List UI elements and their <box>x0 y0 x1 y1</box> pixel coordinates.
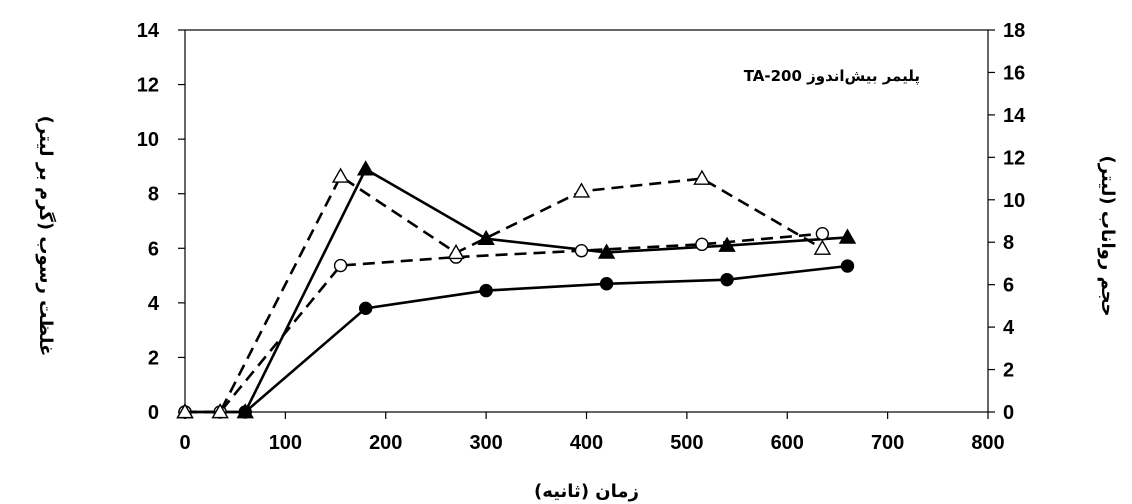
y-right-tick-label: 8 <box>1003 232 1014 254</box>
series-3 <box>178 227 830 419</box>
data-point <box>720 272 734 287</box>
series-layer <box>176 160 857 419</box>
y-left-tick-label: 10 <box>137 129 159 151</box>
x-tick-label: 600 <box>771 432 804 454</box>
y-right-tick-label: 14 <box>1003 105 1026 127</box>
x-tick-label: 400 <box>570 432 603 454</box>
data-point <box>840 259 855 273</box>
y-right-tick-label: 6 <box>1003 275 1014 297</box>
x-tick-label: 200 <box>369 432 402 454</box>
chart-annotation: پلیمر بیش‌اندوز TA-200 <box>744 67 920 86</box>
y-left-tick-label: 2 <box>148 347 159 369</box>
data-point <box>331 167 350 183</box>
x-axis-title: زمان (ثانیه) <box>534 481 639 502</box>
data-point <box>572 182 591 198</box>
data-point <box>211 403 229 419</box>
y-right-tick-label: 4 <box>1003 317 1015 339</box>
y-right-tick-label: 12 <box>1003 147 1025 169</box>
series-line <box>185 174 824 414</box>
x-tick-label: 800 <box>971 432 1004 454</box>
data-point <box>236 403 254 419</box>
data-point <box>838 228 857 244</box>
axes <box>184 29 989 413</box>
y-left-axis-title: غلظت رسوب (گرم بر لیتر) <box>35 116 57 357</box>
y-right-tick-label: 10 <box>1003 190 1025 212</box>
y-left-tick-label: 0 <box>148 402 159 424</box>
data-point <box>693 169 711 185</box>
data-point <box>333 258 348 273</box>
data-point <box>815 227 830 241</box>
y-left-tick-label: 14 <box>137 20 160 42</box>
y-left-tick-label: 12 <box>137 75 159 97</box>
data-point <box>599 277 614 291</box>
data-point <box>477 229 495 246</box>
data-point <box>176 403 194 419</box>
series-line <box>185 232 823 414</box>
data-point <box>358 301 373 316</box>
x-tick-label: 100 <box>269 432 302 454</box>
x-tick-label: 300 <box>469 432 502 454</box>
data-point <box>356 160 375 176</box>
data-point <box>574 244 589 258</box>
data-point <box>479 283 493 298</box>
y-left-tick-label: 8 <box>148 184 159 206</box>
plot-frame <box>184 29 989 413</box>
series-4 <box>176 167 832 419</box>
data-point <box>813 239 832 255</box>
data-point <box>597 243 616 259</box>
data-point <box>447 243 465 260</box>
y-right-tick-label: 16 <box>1003 62 1025 84</box>
y-left-tick-label: 4 <box>148 293 160 315</box>
y-left-tick-label: 6 <box>148 238 159 260</box>
y-right-tick-label: 18 <box>1003 20 1025 42</box>
x-tick-label: 700 <box>871 432 904 454</box>
data-point <box>695 237 709 252</box>
y-right-tick-label: 0 <box>1003 402 1014 424</box>
x-tick-label: 500 <box>670 432 703 454</box>
y-right-tick-label: 2 <box>1003 360 1014 382</box>
y-right-axis-title: حجم رواناب (لیتر) <box>1097 155 1118 316</box>
data-point <box>718 236 736 252</box>
x-tick-label: 0 <box>179 432 190 454</box>
